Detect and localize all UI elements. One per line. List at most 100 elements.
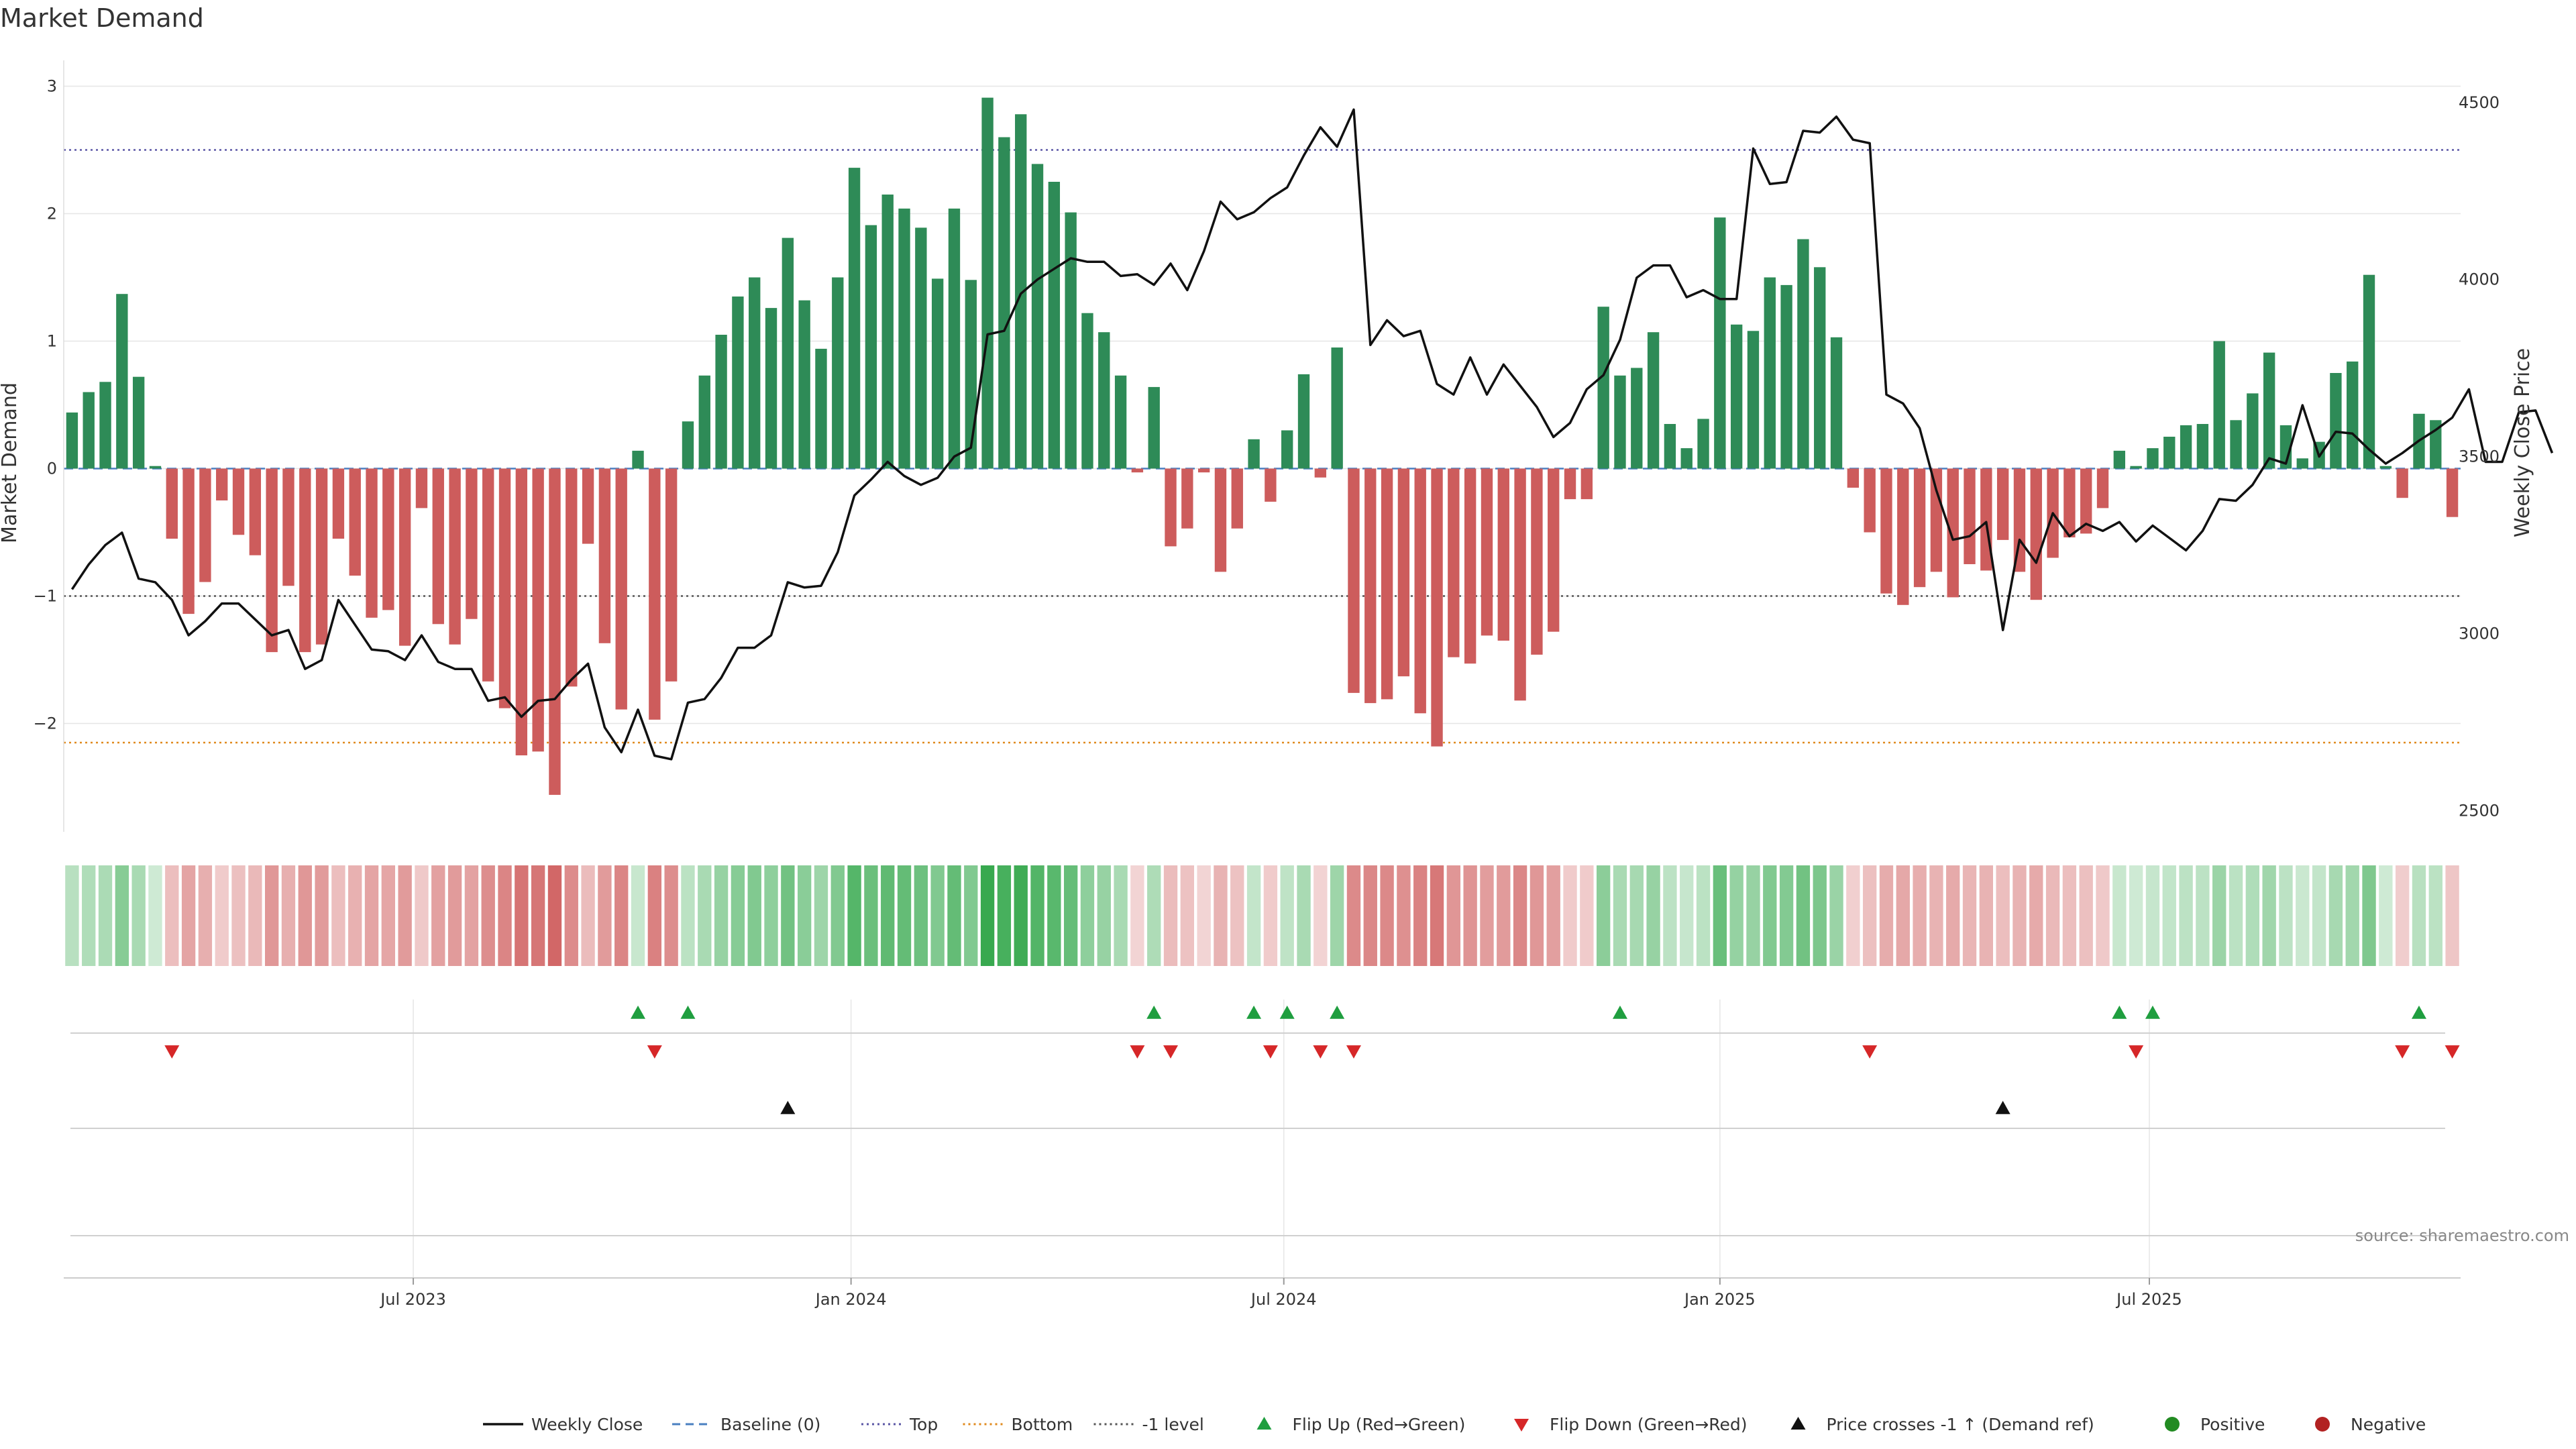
right-tick-label: 2500: [2459, 801, 2500, 820]
demand-bar: [366, 468, 378, 618]
legend-label: Weekly Close: [531, 1415, 643, 1434]
heat-strip-cell: [1363, 865, 1377, 966]
heat-strip-cell: [248, 865, 262, 966]
heat-strip-cell: [1097, 865, 1111, 966]
source-note: source: sharemaestro.com: [2355, 1226, 2569, 1245]
heat-strip-cell: [165, 865, 179, 966]
heat-strip-cell: [1030, 865, 1044, 966]
demand-bar: [1814, 267, 1826, 469]
heat-strip-cell: [198, 865, 213, 966]
demand-bar: [1231, 468, 1243, 529]
heat-strip-cell: [1946, 865, 1960, 966]
heat-strip-cell: [564, 865, 578, 966]
heat-strip-cell: [797, 865, 812, 966]
demand-bar: [1747, 331, 1760, 469]
heat-strip-cell: [814, 865, 828, 966]
heat-strip-cell: [331, 865, 345, 966]
heat-strip-cell: [1613, 865, 1627, 966]
heat-strip-cell: [1829, 865, 1843, 966]
demand-bar: [1847, 468, 1860, 488]
heat-strip-cell: [1463, 865, 1477, 966]
heat-strip-cell: [2312, 865, 2326, 966]
x-tick-label: Jul 2023: [379, 1290, 446, 1309]
heat-strip-cell: [1047, 865, 1061, 966]
heat-strip-cell: [1246, 865, 1261, 966]
x-axis: Jul 2023 Jan 2024 Jul 2024 Jan 2025 Jul 2025: [64, 1277, 2461, 1309]
demand-bar: [2063, 468, 2076, 538]
legend-symbol: [1256, 1417, 1272, 1430]
y-axis-label-left: Market Demand: [0, 382, 21, 543]
heat-strip-cell: [1480, 865, 1494, 966]
demand-bar: [1797, 239, 1809, 469]
heat-strip-cell: [2379, 865, 2393, 966]
heat-strip-cell: [1663, 865, 1677, 966]
heat-strip-cell: [1862, 865, 1877, 966]
demand-bar: [1397, 468, 1410, 677]
legend-symbol: [2165, 1417, 2180, 1432]
demand-bar: [1414, 468, 1426, 714]
heat-strip-cell: [1130, 865, 1144, 966]
heat-strip-cell: [1729, 865, 1743, 966]
left-tick-label: 0: [47, 460, 57, 478]
heat-strip-cell: [547, 865, 562, 966]
heat-strip-cell: [1813, 865, 1827, 966]
heat-strip-cell: [447, 865, 462, 966]
flip-up-marker: [680, 1006, 696, 1019]
heat-strip-cell: [664, 865, 678, 966]
heat-strip-cell: [98, 865, 113, 966]
legend-label: Price crosses -1 ↑ (Demand ref): [1827, 1415, 2094, 1434]
heat-strip-cell: [647, 865, 662, 966]
demand-bar: [1930, 468, 1943, 572]
demand-bar: [1148, 386, 1160, 469]
heat-strip-cell: [131, 865, 146, 966]
demand-bar: [782, 237, 794, 469]
flip-up-marker: [1146, 1006, 1162, 1019]
heat-strip-cell: [115, 865, 129, 966]
heat-strip-cell: [2428, 865, 2443, 966]
demand-bar: [515, 468, 528, 755]
demand-bar: [149, 466, 162, 469]
demand-bar: [1680, 448, 1693, 469]
demand-bar: [1631, 368, 1643, 469]
heat-strip-cell: [1596, 865, 1611, 966]
demand-bar: [2196, 424, 2209, 469]
heat-strip-cell: [431, 865, 445, 966]
heat-strip-cell: [1330, 865, 1344, 966]
heat-strip-cell: [1696, 865, 1711, 966]
heat-strip-cell: [1430, 865, 1444, 966]
demand-bar: [2379, 466, 2392, 469]
heat-strip-cell: [747, 865, 761, 966]
demand-bar: [2230, 420, 2242, 469]
heat-strip-cell: [2112, 865, 2127, 966]
heat-strip-cell: [1397, 865, 1411, 966]
flip-down-marker: [1862, 1045, 1878, 1059]
demand-bar: [1048, 182, 1061, 469]
demand-bar: [1947, 468, 1959, 598]
heat-strip-cell: [2096, 865, 2110, 966]
heat-strip-cell: [2279, 865, 2293, 966]
demand-bar: [698, 375, 710, 469]
price-cross-marker: [780, 1101, 796, 1114]
right-tick-label: 4000: [2459, 270, 2500, 289]
heat-strip-cell: [1147, 865, 1161, 966]
heat-strip-cell: [930, 865, 945, 966]
flip-up-marker: [1330, 1006, 1345, 1019]
demand-bar: [1031, 164, 1044, 469]
demand-bar: [1098, 332, 1110, 469]
demand-bar: [1913, 468, 1926, 588]
heat-strip-cell: [2129, 865, 2143, 966]
heat-strip-cell: [2345, 865, 2359, 966]
gridlines: [64, 85, 2461, 1278]
demand-bar: [1297, 374, 1310, 469]
left-tick-label: 3: [47, 77, 57, 96]
heat-strip-cell: [481, 865, 495, 966]
x-tick-label: Jul 2024: [1250, 1290, 1317, 1309]
heat-strip-cell: [2012, 865, 2027, 966]
heat-strip-cell: [1513, 865, 1527, 966]
heat-strip-cell: [415, 865, 429, 966]
demand-bar: [249, 468, 262, 555]
heat-strip-cell: [698, 865, 712, 966]
heat-strip-cell: [2296, 865, 2310, 966]
demand-bar: [2296, 458, 2308, 469]
demand-bar: [2080, 468, 2092, 534]
